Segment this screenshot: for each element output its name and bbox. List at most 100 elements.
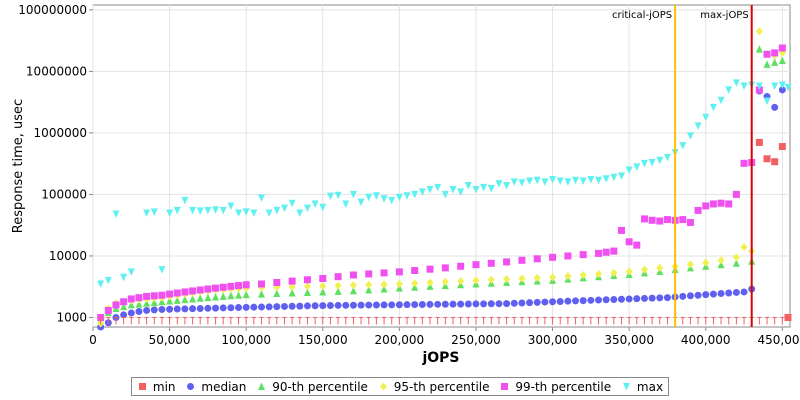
data-point	[181, 295, 189, 304]
legend-item: 95-th percentile	[378, 380, 490, 394]
data-point	[625, 166, 633, 174]
data-point	[472, 300, 480, 308]
data-point	[403, 301, 411, 309]
legend: min median 90-th percentile 95-th percentil…	[131, 377, 669, 396]
data-point	[150, 306, 158, 314]
data-point	[725, 200, 733, 208]
data-point	[357, 301, 365, 309]
data-point	[365, 301, 373, 309]
data-point	[411, 190, 419, 199]
data-point	[227, 202, 235, 210]
data-point	[595, 249, 603, 257]
legend-label: 95-th percentile	[393, 379, 490, 394]
data-point	[303, 282, 311, 291]
data-point	[625, 295, 633, 303]
data-point	[732, 253, 740, 262]
data-point	[173, 305, 181, 313]
data-point	[349, 301, 357, 309]
series-median	[97, 86, 786, 331]
data-point	[135, 308, 143, 316]
data-point	[457, 188, 465, 196]
legend-label: 90-th percentile	[272, 379, 368, 394]
data-point	[388, 196, 396, 205]
data-point	[564, 178, 572, 186]
data-point	[173, 289, 181, 297]
data-point	[640, 159, 648, 168]
y-axis-title: Response time, usec	[11, 99, 26, 233]
data-point	[273, 303, 281, 311]
data-point	[640, 294, 648, 302]
data-point	[518, 256, 526, 264]
data-point	[556, 177, 564, 186]
x-tick-label: 350,000	[604, 333, 654, 347]
data-point	[395, 268, 403, 276]
data-point	[173, 296, 181, 304]
data-point	[212, 293, 220, 301]
data-point	[380, 301, 388, 309]
data-point	[663, 216, 671, 224]
data-point	[740, 82, 748, 90]
data-point	[602, 175, 610, 183]
legend-swatch-icon	[138, 383, 146, 390]
x-tick-label: 150,000	[298, 333, 348, 347]
data-point	[288, 302, 296, 310]
legend-swatch-icon	[258, 382, 266, 390]
data-point	[579, 271, 587, 280]
data-point	[732, 259, 740, 267]
data-point	[127, 268, 135, 276]
legend-item: min	[137, 380, 176, 394]
data-point	[503, 275, 511, 284]
data-point	[784, 313, 792, 321]
data-point	[694, 291, 702, 299]
data-point	[640, 215, 648, 223]
data-point	[755, 27, 763, 36]
data-point	[372, 301, 380, 309]
legend-swatch	[187, 383, 195, 390]
data-point	[296, 209, 304, 217]
data-point	[579, 251, 587, 259]
data-point	[166, 305, 174, 313]
data-point	[717, 199, 725, 207]
data-point	[487, 300, 495, 308]
series-min	[755, 138, 792, 321]
min-baseline-ticks	[98, 316, 785, 325]
data-point	[380, 280, 388, 289]
data-point	[189, 294, 197, 303]
data-point	[349, 271, 357, 279]
data-point	[725, 86, 733, 94]
data-point	[196, 294, 204, 302]
data-point	[518, 299, 526, 307]
data-point	[319, 281, 327, 290]
data-point	[250, 303, 258, 311]
legend-item: max	[621, 380, 663, 394]
data-point	[219, 283, 227, 291]
data-point	[189, 287, 197, 295]
data-point	[388, 301, 396, 309]
data-point	[258, 280, 266, 288]
legend-swatch-icon	[187, 383, 195, 390]
data-point	[166, 209, 174, 217]
data-point	[595, 176, 603, 185]
data-point	[288, 288, 296, 297]
data-point	[319, 287, 327, 296]
marker-label: critical-jOPS	[612, 10, 672, 21]
x-tick-label: 50,000	[149, 333, 191, 347]
data-point	[143, 209, 151, 217]
data-point	[510, 299, 518, 307]
data-point	[235, 209, 243, 217]
data-point	[679, 142, 687, 150]
data-point	[595, 269, 603, 278]
data-point	[633, 241, 641, 249]
data-point	[112, 210, 120, 219]
data-point	[280, 204, 288, 213]
data-point	[349, 286, 357, 295]
data-point	[334, 281, 342, 290]
data-point	[181, 196, 189, 205]
data-point	[273, 289, 281, 298]
data-point	[235, 304, 243, 312]
data-point	[196, 207, 204, 215]
data-point	[717, 260, 725, 269]
data-point	[242, 208, 250, 216]
data-point	[702, 291, 710, 299]
legend-swatch-icon	[501, 383, 509, 390]
